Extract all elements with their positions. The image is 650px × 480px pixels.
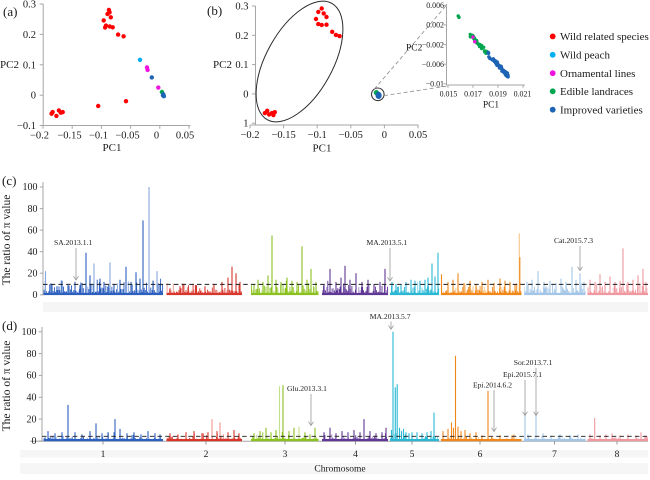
svg-text:Epi.2015.7.1: Epi.2015.7.1 (503, 370, 542, 379)
svg-text:PC1: PC1 (483, 101, 500, 111)
svg-text:−0.05: −0.05 (115, 131, 139, 142)
svg-text:−0.2: −0.2 (240, 130, 259, 141)
svg-text:60: 60 (27, 371, 37, 382)
svg-text:8: 8 (615, 450, 620, 460)
svg-text:0.1: 0.1 (23, 60, 36, 71)
svg-text:SA.2013.1.1: SA.2013.1.1 (54, 238, 92, 247)
svg-text:The ratio of π value: The ratio of π value (1, 341, 13, 432)
svg-text:0.006: 0.006 (426, 1, 444, 10)
svg-text:Edible landraces: Edible landraces (560, 86, 633, 98)
svg-text:(c): (c) (2, 173, 16, 188)
svg-text:80: 80 (27, 349, 37, 360)
svg-text:−0.15: −0.15 (57, 131, 81, 142)
svg-text:(a): (a) (3, 4, 17, 19)
svg-text:Wild related species: Wild related species (560, 31, 649, 43)
svg-text:(b): (b) (207, 3, 222, 18)
svg-text:0.002: 0.002 (426, 21, 444, 30)
svg-text:−0.002: −0.002 (422, 40, 444, 49)
svg-text:1: 1 (243, 119, 248, 130)
svg-text:7: 7 (552, 450, 557, 460)
svg-text:0.015: 0.015 (440, 90, 458, 99)
svg-text:0.3: 0.3 (235, 2, 248, 13)
svg-text:Ornamental lines: Ornamental lines (560, 68, 635, 80)
svg-text:80: 80 (28, 204, 38, 215)
svg-text:PC1: PC1 (103, 142, 122, 154)
svg-text:5: 5 (410, 450, 415, 460)
svg-text:6: 6 (478, 450, 483, 460)
svg-text:20: 20 (28, 268, 38, 279)
svg-text:MA.2013.5.7: MA.2013.5.7 (370, 312, 411, 321)
svg-text:0: 0 (382, 130, 387, 141)
svg-text:−0.1: −0.1 (89, 131, 108, 142)
svg-text:Epi.2014.6.2: Epi.2014.6.2 (473, 381, 512, 390)
svg-text:−0.006: −0.006 (422, 60, 444, 69)
svg-text:−0.05: −0.05 (339, 130, 363, 141)
svg-text:Sor.2013.7.1: Sor.2013.7.1 (514, 358, 553, 367)
svg-text:0.017: 0.017 (464, 90, 482, 99)
svg-text:0: 0 (243, 89, 248, 100)
svg-text:100: 100 (23, 182, 38, 193)
svg-text:Wild peach: Wild peach (560, 50, 610, 62)
svg-text:0.2: 0.2 (235, 31, 248, 42)
svg-text:0.021: 0.021 (514, 90, 532, 99)
svg-text:−0.1: −0.1 (308, 130, 327, 141)
svg-text:0: 0 (33, 290, 38, 301)
svg-text:−0.01: −0.01 (426, 80, 444, 89)
svg-text:0: 0 (31, 91, 36, 102)
svg-text:3: 3 (283, 450, 288, 460)
svg-text:−0.15: −0.15 (271, 130, 295, 141)
svg-text:0.05: 0.05 (176, 131, 194, 142)
svg-text:100: 100 (22, 327, 37, 338)
svg-text:(d): (d) (2, 318, 17, 333)
svg-text:−0.2: −0.2 (30, 131, 49, 142)
svg-text:0: 0 (32, 436, 37, 447)
svg-text:0.2: 0.2 (23, 30, 36, 41)
svg-text:0.1: 0.1 (235, 60, 248, 71)
svg-text:20: 20 (27, 414, 37, 425)
svg-text:Chromosome: Chromosome (314, 465, 365, 475)
svg-text:MA.2013.5.1: MA.2013.5.1 (367, 238, 408, 247)
svg-text:PC1: PC1 (313, 143, 332, 155)
svg-text:PC2: PC2 (213, 59, 232, 71)
svg-text:60: 60 (28, 225, 38, 236)
svg-text:0.019: 0.019 (489, 90, 507, 99)
svg-text:PC2: PC2 (406, 44, 423, 54)
svg-text:The ratio of π value: The ratio of π value (1, 195, 13, 286)
svg-text:0.05: 0.05 (409, 130, 427, 141)
svg-text:Improved varieties: Improved varieties (560, 105, 643, 117)
svg-text:1: 1 (101, 450, 106, 460)
svg-text:Glu.2013.3.1: Glu.2013.3.1 (287, 384, 327, 393)
svg-text:2: 2 (204, 450, 209, 460)
svg-text:0: 0 (154, 131, 159, 142)
svg-text:4: 4 (353, 450, 358, 460)
svg-text:Cat.2015.7.3: Cat.2015.7.3 (554, 236, 593, 245)
svg-text:40: 40 (27, 393, 37, 404)
svg-text:−0.1: −0.1 (17, 121, 36, 132)
svg-text:40: 40 (28, 247, 38, 258)
svg-text:0.3: 0.3 (23, 0, 36, 11)
svg-text:PC2: PC2 (0, 59, 19, 71)
